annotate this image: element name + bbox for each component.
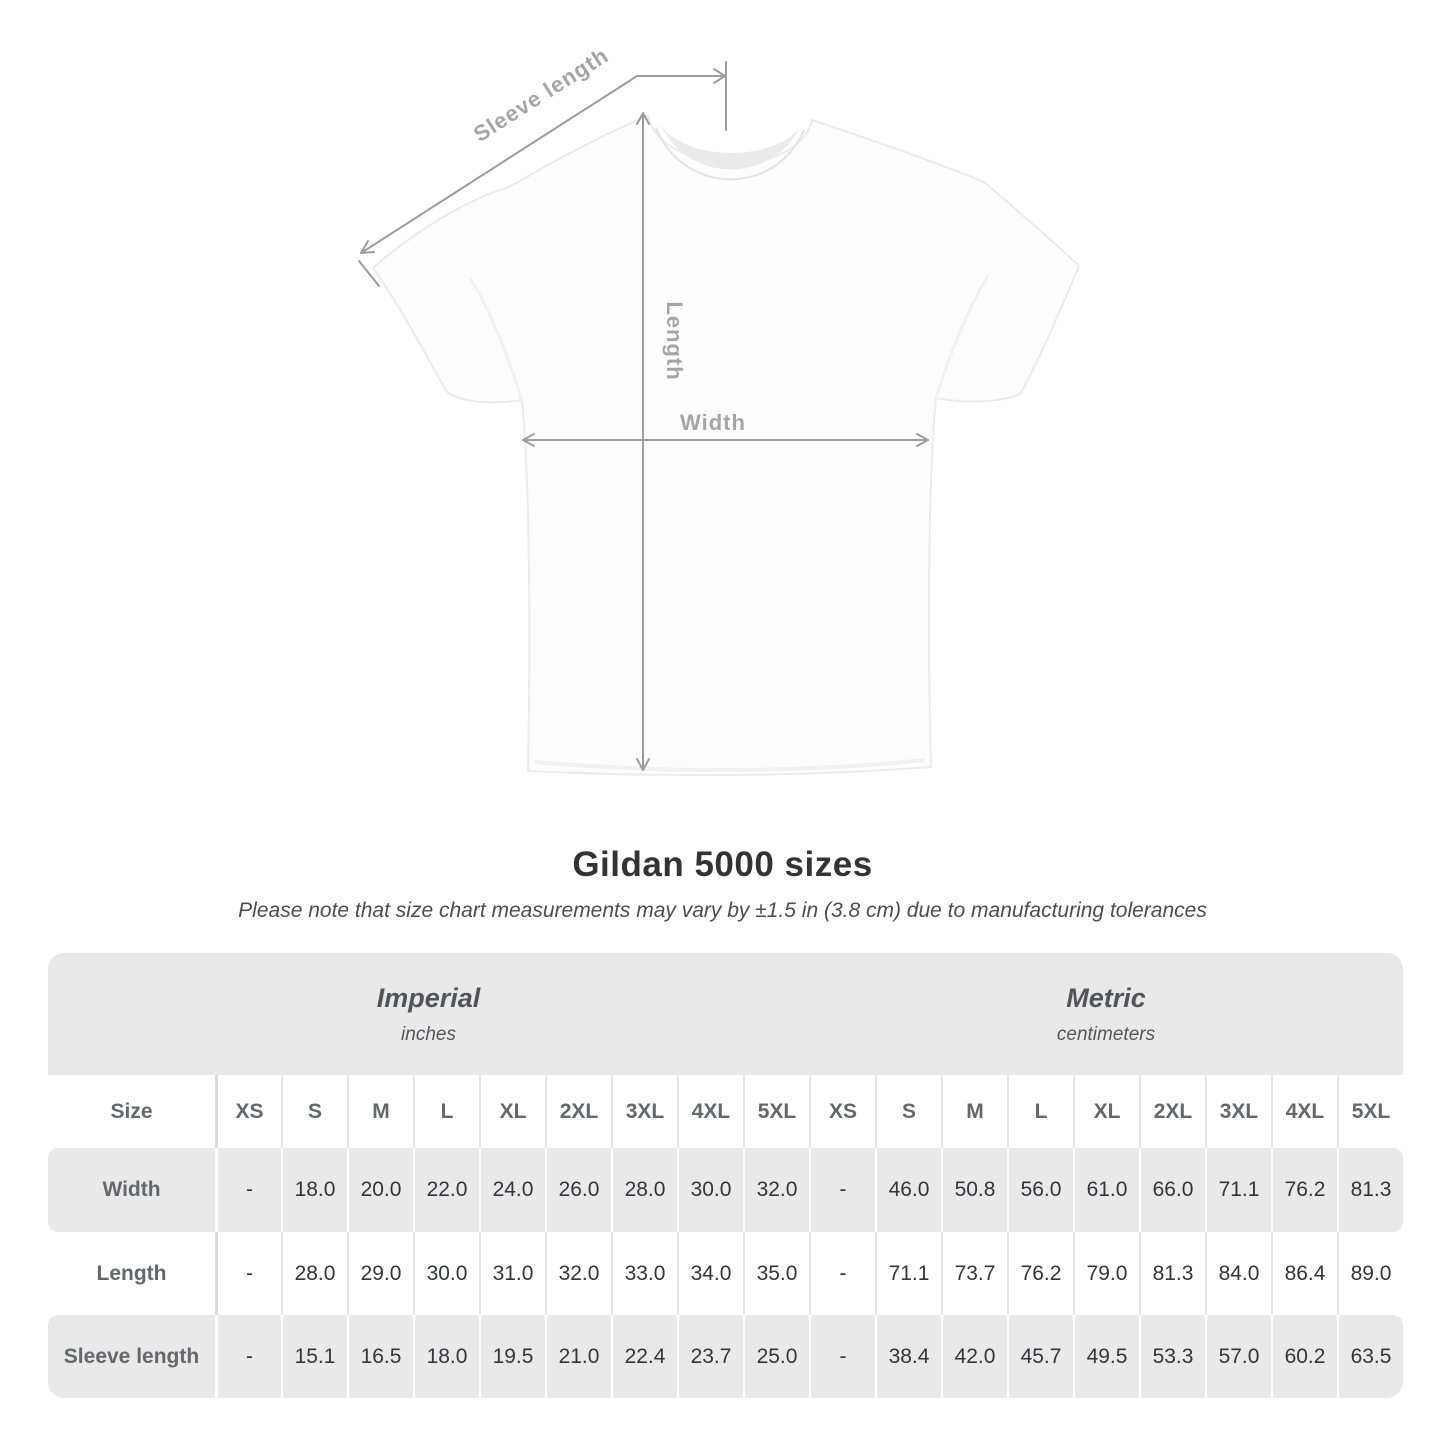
value-cell: 32.0 — [743, 1148, 809, 1232]
width-arrow — [522, 433, 929, 447]
value-cell: - — [809, 1148, 875, 1232]
value-cell: 89.0 — [1337, 1232, 1403, 1315]
sleeve-length-label: Sleeve length — [469, 43, 613, 147]
value-cell: 81.3 — [1337, 1148, 1403, 1232]
metric-group-unit: centimeters — [1056, 1023, 1156, 1045]
size-col-header: XS — [809, 1075, 875, 1148]
value-cell: 81.3 — [1139, 1232, 1205, 1315]
value-cell: 21.0 — [545, 1315, 611, 1398]
size-col-header: XS — [215, 1075, 281, 1148]
value-cell: 76.2 — [1007, 1232, 1073, 1315]
value-cell: 28.0 — [611, 1148, 677, 1232]
value-cell: 50.8 — [941, 1148, 1007, 1232]
value-cell: 86.4 — [1271, 1232, 1337, 1315]
value-cell: - — [809, 1232, 875, 1315]
value-cell: 53.3 — [1139, 1315, 1205, 1398]
value-cell: 38.4 — [875, 1315, 941, 1398]
tshirt-left-seam — [468, 277, 524, 402]
tshirt-collar — [660, 124, 800, 170]
value-cell: 26.0 — [545, 1148, 611, 1232]
size-col-header: L — [413, 1075, 479, 1148]
value-cell: - — [215, 1315, 281, 1398]
value-cell: 28.0 — [281, 1232, 347, 1315]
value-cell: 15.1 — [281, 1315, 347, 1398]
value-cell: 84.0 — [1205, 1232, 1271, 1315]
row-label-width: Width — [48, 1148, 215, 1232]
value-cell: 63.5 — [1337, 1315, 1403, 1398]
metric-group-header: Metric centimeters — [809, 953, 1403, 1075]
value-cell: 16.5 — [347, 1315, 413, 1398]
row-label-sleeve-length: Sleeve length — [48, 1315, 215, 1398]
value-cell: 46.0 — [875, 1148, 941, 1232]
value-cell: 20.0 — [347, 1148, 413, 1232]
value-cell: 60.2 — [1271, 1315, 1337, 1398]
size-col-header: 2XL — [545, 1075, 611, 1148]
imperial-group-unit: inches — [401, 1023, 456, 1045]
tshirt-collar-band — [655, 127, 805, 181]
value-cell: 45.7 — [1007, 1315, 1073, 1398]
value-cell: 33.0 — [611, 1232, 677, 1315]
value-cell: 22.4 — [611, 1315, 677, 1398]
metric-group-label: Metric — [1066, 982, 1146, 1013]
value-cell: 61.0 — [1073, 1148, 1139, 1232]
value-cell: 30.0 — [677, 1148, 743, 1232]
value-cell: 76.2 — [1271, 1148, 1337, 1232]
tshirt-measurement-diagram: Sleeve length Length Width — [358, 43, 1080, 777]
value-cell: 24.0 — [479, 1148, 545, 1232]
length-label: Length — [662, 301, 687, 380]
value-cell: 71.1 — [1205, 1148, 1271, 1232]
value-cell: 71.1 — [875, 1232, 941, 1315]
width-label: Width — [680, 410, 746, 435]
size-table: Imperial inches Metric centimeters Size … — [48, 953, 1403, 1398]
value-cell: 79.0 — [1073, 1232, 1139, 1315]
heading-block: Gildan 5000 sizes Please note that size … — [0, 845, 1445, 923]
size-col-header: 5XL — [743, 1075, 809, 1148]
value-cell: 34.0 — [677, 1232, 743, 1315]
value-cell: 29.0 — [347, 1232, 413, 1315]
value-cell: 42.0 — [941, 1315, 1007, 1398]
size-col-header: S — [875, 1075, 941, 1148]
length-arrow — [636, 112, 650, 771]
size-col-header: S — [281, 1075, 347, 1148]
tshirt-hem-shadow — [534, 758, 926, 772]
value-cell: 30.0 — [413, 1232, 479, 1315]
size-col-header: M — [941, 1075, 1007, 1148]
value-cell: 25.0 — [743, 1315, 809, 1398]
value-cell: 32.0 — [545, 1232, 611, 1315]
value-cell: 18.0 — [281, 1148, 347, 1232]
value-cell: - — [809, 1315, 875, 1398]
value-cell: 18.0 — [413, 1315, 479, 1398]
value-cell: 35.0 — [743, 1232, 809, 1315]
value-cell: 31.0 — [479, 1232, 545, 1315]
value-cell: 57.0 — [1205, 1315, 1271, 1398]
size-col-header: 4XL — [1271, 1075, 1337, 1148]
value-cell: 56.0 — [1007, 1148, 1073, 1232]
value-cell: 49.5 — [1073, 1315, 1139, 1398]
size-col-header: 5XL — [1337, 1075, 1403, 1148]
size-header-cell: Size — [110, 1099, 153, 1123]
value-cell: 19.5 — [479, 1315, 545, 1398]
page-title: Gildan 5000 sizes — [572, 845, 873, 884]
size-col-header: XL — [479, 1075, 545, 1148]
size-col-header: 2XL — [1139, 1075, 1205, 1148]
value-cell: 66.0 — [1139, 1148, 1205, 1232]
tolerance-note: Please note that size chart measurements… — [238, 899, 1207, 922]
value-cell: 73.7 — [941, 1232, 1007, 1315]
value-cell: 23.7 — [677, 1315, 743, 1398]
size-col-header: 3XL — [1205, 1075, 1271, 1148]
tshirt-right-seam — [934, 275, 990, 400]
imperial-group-header: Imperial inches — [48, 953, 809, 1075]
row-label-length: Length — [96, 1261, 167, 1285]
size-col-header: 4XL — [677, 1075, 743, 1148]
size-col-header: M — [347, 1075, 413, 1148]
size-col-header: 3XL — [611, 1075, 677, 1148]
value-cell: 22.0 — [413, 1148, 479, 1232]
value-cell: - — [215, 1232, 281, 1315]
imperial-group-label: Imperial — [376, 982, 481, 1013]
sleeve-length-arrow — [358, 61, 727, 287]
tshirt-body — [372, 115, 1080, 777]
size-col-header: XL — [1073, 1075, 1139, 1148]
size-col-header: L — [1007, 1075, 1073, 1148]
value-cell: - — [215, 1148, 281, 1232]
